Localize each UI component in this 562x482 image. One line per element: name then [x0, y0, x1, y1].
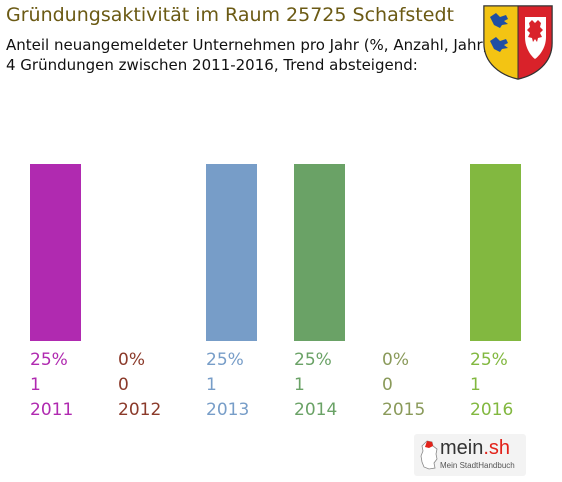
count-label-2011: 1	[30, 375, 41, 395]
bar-2016	[470, 164, 521, 341]
mein-sh-logo[interactable]: mein.sh Mein StadtHandbuch	[414, 434, 526, 476]
percent-label-2014: 25%	[294, 350, 332, 370]
logo-tld: .sh	[483, 437, 511, 459]
year-label-2013: 2013	[206, 400, 249, 420]
year-label-2012: 2012	[118, 400, 161, 420]
year-label-2015: 2015	[382, 400, 425, 420]
year-label-2014: 2014	[294, 400, 337, 420]
bar-2013	[206, 164, 257, 341]
year-label-2011: 2011	[30, 400, 73, 420]
chart-title: Gründungsaktivität im Raum 25725 Schafst…	[6, 4, 454, 26]
schleswig-holstein-coat-of-arms-icon	[483, 5, 553, 80]
logo-name: mein	[440, 437, 484, 459]
chart-subtitle: Anteil neuangemeldeter Unternehmen pro J…	[6, 35, 489, 75]
count-label-2015: 0	[382, 375, 393, 395]
subtitle-line-2: 4 Gründungen zwischen 2011-2016, Trend a…	[6, 56, 418, 74]
count-label-2013: 1	[206, 375, 217, 395]
count-label-2012: 0	[118, 375, 129, 395]
subtitle-line-1: Anteil neuangemeldeter Unternehmen pro J…	[6, 36, 489, 54]
bar-2011	[30, 164, 81, 341]
germany-map-icon	[420, 440, 438, 470]
percent-label-2012: 0%	[118, 350, 145, 370]
logo-tagline: Mein StadtHandbuch	[440, 461, 515, 470]
percent-label-2016: 25%	[470, 350, 508, 370]
count-label-2016: 1	[470, 375, 481, 395]
year-label-2016: 2016	[470, 400, 513, 420]
logo-wordmark: mein.sh	[440, 437, 510, 460]
percent-label-2015: 0%	[382, 350, 409, 370]
bar-2014	[294, 164, 345, 341]
percent-label-2011: 25%	[30, 350, 68, 370]
percent-label-2013: 25%	[206, 350, 244, 370]
count-label-2014: 1	[294, 375, 305, 395]
